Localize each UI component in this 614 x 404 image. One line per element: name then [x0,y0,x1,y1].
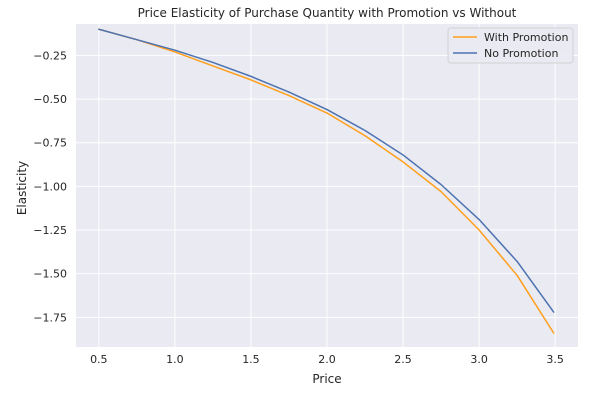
legend-box [447,27,574,64]
legend-label-no-promotion: No Promotion [484,47,558,60]
series-line-no-promotion [98,28,555,313]
x-axis-title: Price [312,372,341,386]
x-tick-label: 2.5 [394,353,412,366]
y-tick-label: −0.25 [33,49,67,62]
x-gridlines [98,24,556,347]
y-tick-label: −1.75 [33,311,67,324]
x-tick-label: 1.5 [242,353,260,366]
series-line-with-promotion [98,28,555,334]
y-gridlines [76,54,578,318]
series-lines [98,28,555,334]
y-tick-labels: −0.25 −0.50 −0.75 −1.00 −1.25 −1.50 −1.75 [33,49,67,324]
x-tick-labels: 0.5 1.0 1.5 2.0 2.5 3.0 3.5 [90,353,564,366]
y-tick-label: −1.25 [33,224,67,237]
y-tick-label: −1.00 [33,180,67,193]
y-tick-label: −0.75 [33,137,67,150]
x-tick-label: 0.5 [90,353,108,366]
x-tick-label: 3.5 [546,353,564,366]
legend-label-with-promotion: With Promotion [484,31,568,44]
chart-title: Price Elasticity of Purchase Quantity wi… [138,6,517,20]
y-tick-label: −1.50 [33,268,67,281]
x-tick-label: 1.0 [166,353,184,366]
y-tick-label: −0.50 [33,93,67,106]
x-tick-label: 3.0 [470,353,488,366]
legend: With Promotion No Promotion [447,27,574,64]
y-axis-title: Elasticity [15,161,29,215]
x-tick-label: 2.0 [318,353,336,366]
